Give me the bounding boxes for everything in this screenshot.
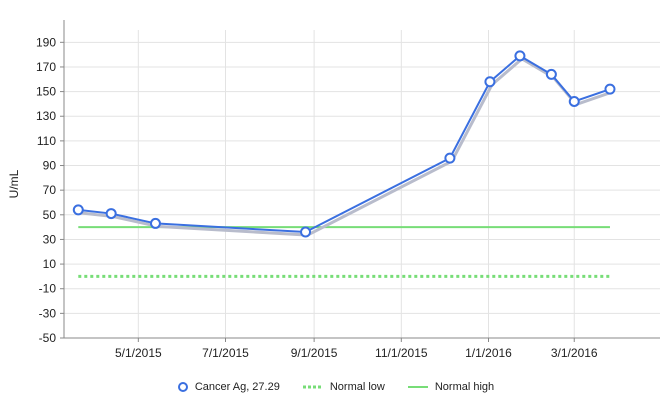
legend-item-cancer-ag[interactable]: Cancer Ag, 27.29 — [177, 381, 280, 393]
y-tick-label: 150 — [36, 85, 56, 99]
series-line-cancer-ag — [78, 54, 611, 234]
y-tick-label: 50 — [43, 208, 57, 222]
legend-item-normal-low[interactable]: Normal low — [302, 381, 385, 393]
legend-label-normal-high: Normal high — [434, 381, 495, 393]
data-point — [300, 226, 312, 238]
x-tick-label: 9/1/2015 — [291, 346, 338, 360]
y-axis-label: U/mL — [7, 169, 21, 198]
x-tick-label: 5/1/2015 — [115, 346, 162, 360]
y-tick-label: -30 — [39, 306, 57, 320]
data-point — [444, 152, 456, 164]
x-tick-label: 7/1/2015 — [202, 346, 249, 360]
legend-label-normal-low: Normal low — [329, 381, 385, 393]
data-point — [72, 204, 84, 216]
legend-marker-circle — [177, 382, 188, 392]
legend-line-solid — [407, 386, 428, 388]
y-tick-label: -10 — [39, 282, 57, 296]
y-tick-label: 10 — [43, 257, 57, 271]
legend: Cancer Ag, 27.29 Normal low Normal high — [0, 372, 671, 402]
legend-item-normal-high[interactable]: Normal high — [407, 381, 494, 393]
y-tick-label: 130 — [36, 109, 56, 123]
x-tick-label: 11/1/2015 — [375, 346, 428, 360]
legend-line-dotted — [302, 385, 323, 389]
chart-plot: 190 170 150 130 110 90 70 50 30 10 -10 -30 -50 5/1/20… — [7, 20, 660, 360]
data-point — [484, 76, 496, 88]
x-tick-label: 3/1/2016 — [551, 346, 598, 360]
data-point — [105, 208, 117, 220]
y-tick-label: 90 — [43, 159, 57, 173]
y-tick-label: 110 — [37, 134, 56, 148]
legend-label-cancer-ag: Cancer Ag, 27.29 — [194, 381, 280, 393]
x-tick-label: 1/1/2016 — [465, 346, 512, 360]
data-point — [514, 50, 526, 62]
y-tick-label: 70 — [43, 183, 57, 197]
y-tick-label: 30 — [43, 232, 57, 246]
y-tick-label: 170 — [36, 60, 56, 74]
data-point — [149, 217, 161, 229]
data-point — [545, 68, 557, 80]
series-shadow — [80, 57, 613, 237]
y-tick-label: 190 — [36, 35, 56, 49]
y-tick-label: -50 — [39, 331, 57, 345]
data-point — [568, 95, 580, 107]
data-point — [604, 83, 616, 95]
